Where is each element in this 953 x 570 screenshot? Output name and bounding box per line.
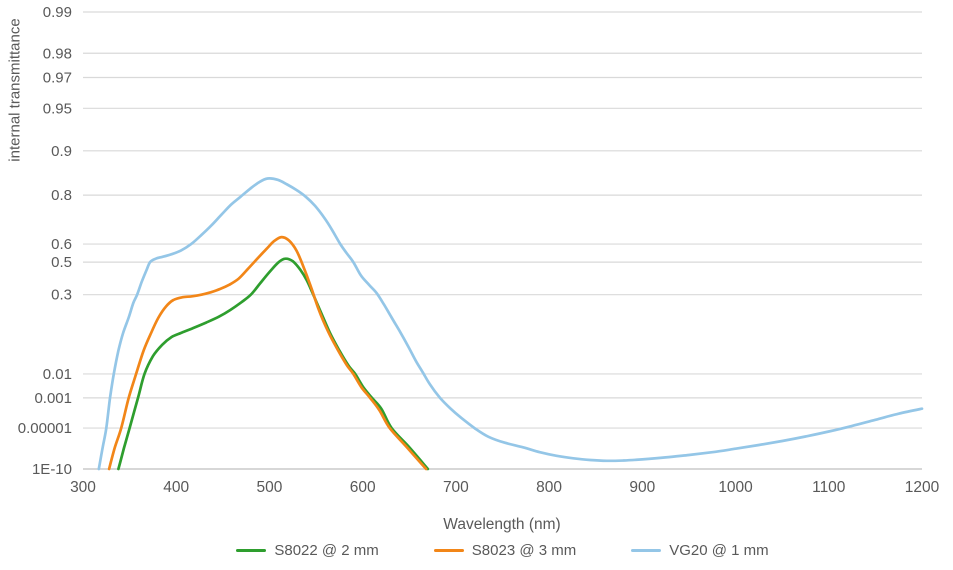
y-tick-label: 0.00001 [18, 420, 72, 437]
legend-item-s8023: S8023 @ 3 mm [433, 542, 577, 559]
x-tick-label: 300 [70, 479, 96, 496]
y-tick-label: 0.001 [34, 390, 72, 407]
x-tick-label: 400 [163, 479, 189, 496]
x-tick-label: 1200 [905, 479, 940, 496]
y-axis-title: internal transmittance [6, 18, 24, 162]
x-tick-label: 500 [257, 479, 283, 496]
series-curve-vg20 [97, 177, 924, 471]
series-curve-s8022 [117, 257, 430, 471]
series-curve-s8023 [107, 235, 428, 471]
x-tick-label: 600 [350, 479, 376, 496]
y-tick-label: 0.95 [43, 100, 72, 117]
x-tick-label: 900 [629, 479, 655, 496]
y-tick-label: 0.5 [51, 254, 72, 271]
legend: S8022 @ 2 mm S8023 @ 3 mm VG20 @ 1 mm [83, 542, 922, 559]
legend-label-vg20: VG20 @ 1 mm [669, 542, 769, 559]
legend-label-s8023: S8023 @ 3 mm [471, 542, 577, 559]
legend-line-swatch-s8023 [433, 549, 464, 552]
x-tick-label: 700 [443, 479, 469, 496]
y-tick-label: 0.99 [43, 4, 72, 21]
y-tick-label: 0.9 [51, 143, 72, 160]
legend-label-s8022: S8022 @ 2 mm [274, 542, 379, 559]
legend-line-swatch-vg20 [631, 549, 662, 552]
x-axis-title: Wavelength (nm) [443, 516, 561, 533]
x-tick-label: 1100 [812, 479, 846, 496]
legend-item-vg20: VG20 @ 1 mm [631, 542, 769, 559]
y-tick-label: 0.01 [43, 366, 72, 383]
y-tick-label: 0.3 [51, 287, 72, 304]
y-tick-label: 0.97 [43, 70, 72, 87]
y-tick-label: 0.8 [51, 187, 72, 204]
x-tick-label: 1000 [718, 479, 753, 496]
y-tick-label: 0.6 [51, 236, 72, 253]
y-tick-label: 0.98 [43, 45, 72, 62]
y-tick-label: 1E-10 [32, 461, 72, 478]
x-tick-label: 800 [536, 479, 562, 496]
legend-item-s8022: S8022 @ 2 mm [236, 542, 379, 559]
legend-line-swatch-s8022 [236, 549, 267, 552]
